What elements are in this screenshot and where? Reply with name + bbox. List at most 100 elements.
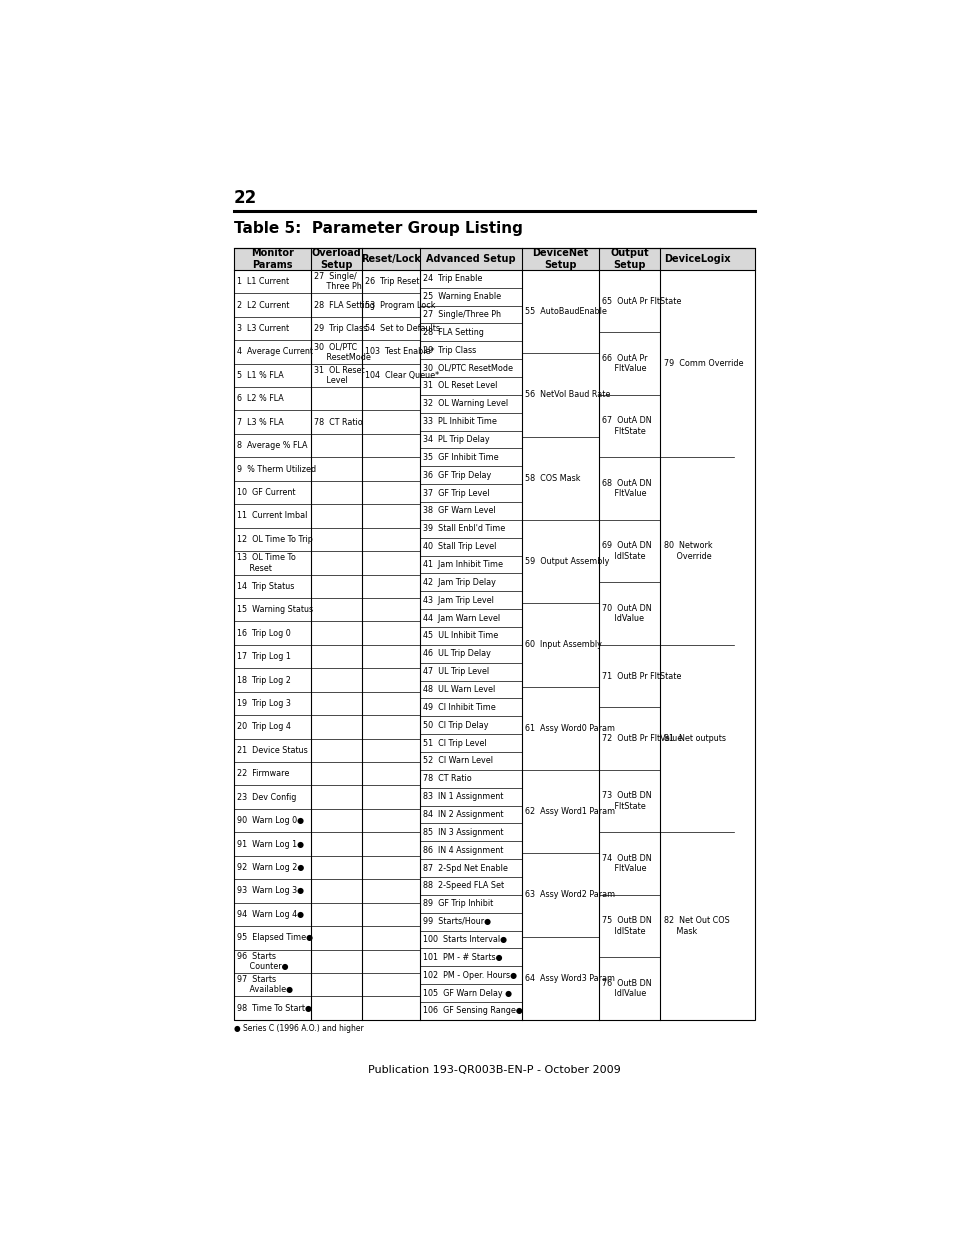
Text: 83  IN 1 Assignment: 83 IN 1 Assignment (423, 792, 503, 802)
Text: 85  IN 3 Assignment: 85 IN 3 Assignment (423, 827, 503, 837)
Text: 79  Comm Override: 79 Comm Override (663, 359, 742, 368)
Text: 45  UL Inhibit Time: 45 UL Inhibit Time (423, 631, 498, 641)
Text: 63  Assy Word2 Param: 63 Assy Word2 Param (524, 890, 615, 899)
Text: 41  Jam Inhibit Time: 41 Jam Inhibit Time (423, 559, 503, 569)
Bar (233, 248, 754, 1020)
Text: 27  Single/Three Ph: 27 Single/Three Ph (423, 310, 501, 319)
Text: 3  L3 Current: 3 L3 Current (236, 324, 289, 333)
Text: Overload
Setup: Overload Setup (312, 248, 361, 270)
Text: 86  IN 4 Assignment: 86 IN 4 Assignment (423, 846, 503, 855)
Text: 93  Warn Log 3●: 93 Warn Log 3● (236, 887, 304, 895)
Text: 22: 22 (233, 189, 257, 207)
Text: 48  UL Warn Level: 48 UL Warn Level (423, 685, 496, 694)
Text: 99  Starts/Hour●: 99 Starts/Hour● (423, 918, 491, 926)
Text: Monitor
Params: Monitor Params (251, 248, 294, 270)
Text: 67  OutA DN
     FltState: 67 OutA DN FltState (601, 416, 651, 436)
Text: 80  Network
     Override: 80 Network Override (663, 541, 712, 561)
Text: 76  OutB DN
     IdlValue: 76 OutB DN IdlValue (601, 979, 651, 998)
Text: 88  2-Speed FLA Set: 88 2-Speed FLA Set (423, 882, 504, 890)
Text: 75  OutB DN
     IdlState: 75 OutB DN IdlState (601, 916, 651, 936)
Text: 104  Clear Queue*: 104 Clear Queue* (365, 370, 438, 380)
Text: 95  Elapsed Time●: 95 Elapsed Time● (236, 934, 313, 942)
Text: 35  GF Inhibit Time: 35 GF Inhibit Time (423, 453, 498, 462)
Text: 52  CI Warn Level: 52 CI Warn Level (423, 756, 493, 766)
Text: 2  L2 Current: 2 L2 Current (236, 300, 289, 310)
Text: 91  Warn Log 1●: 91 Warn Log 1● (236, 840, 304, 848)
Text: 81  Net outputs: 81 Net outputs (663, 734, 725, 743)
Text: 96  Starts
     Counter●: 96 Starts Counter● (236, 951, 289, 971)
Text: 31  OL Reset
     Level: 31 OL Reset Level (314, 366, 364, 385)
Bar (233, 248, 754, 270)
Text: 74  OutB DN
     FltValue: 74 OutB DN FltValue (601, 853, 651, 873)
Text: Advanced Setup: Advanced Setup (426, 254, 516, 264)
Text: 44  Jam Warn Level: 44 Jam Warn Level (423, 614, 500, 622)
Text: 6  L2 % FLA: 6 L2 % FLA (236, 394, 283, 404)
Text: 56  NetVol Baud Rate: 56 NetVol Baud Rate (524, 390, 610, 399)
Text: 66  OutA Pr
     FltValue: 66 OutA Pr FltValue (601, 354, 647, 373)
Text: Publication 193-QR003B-EN-P - October 2009: Publication 193-QR003B-EN-P - October 20… (368, 1065, 620, 1074)
Text: 17  Trip Log 1: 17 Trip Log 1 (236, 652, 291, 661)
Text: 24  Trip Enable: 24 Trip Enable (423, 274, 482, 283)
Text: 29  Trip Class: 29 Trip Class (314, 324, 367, 333)
Text: 7  L3 % FLA: 7 L3 % FLA (236, 417, 283, 427)
Text: DeviceLogix: DeviceLogix (663, 254, 730, 264)
Text: 54  Set to Defaults: 54 Set to Defaults (365, 324, 439, 333)
Text: 30  OL/PTC
     ResetMode: 30 OL/PTC ResetMode (314, 342, 371, 362)
Text: 11  Current Imbal: 11 Current Imbal (236, 511, 307, 520)
Text: 22  Firmware: 22 Firmware (236, 769, 289, 778)
Text: 9  % Therm Utilized: 9 % Therm Utilized (236, 464, 315, 473)
Text: 20  Trip Log 4: 20 Trip Log 4 (236, 722, 291, 731)
Text: 94  Warn Log 4●: 94 Warn Log 4● (236, 910, 304, 919)
Text: 23  Dev Config: 23 Dev Config (236, 793, 296, 802)
Text: 97  Starts
     Available●: 97 Starts Available● (236, 974, 293, 994)
Text: 15  Warning Status: 15 Warning Status (236, 605, 313, 614)
Text: 39  Stall Enbl'd Time: 39 Stall Enbl'd Time (423, 525, 505, 534)
Text: Reset/Lock: Reset/Lock (361, 254, 420, 264)
Text: 72  OutB Pr FltValue: 72 OutB Pr FltValue (601, 734, 681, 743)
Text: 16  Trip Log 0: 16 Trip Log 0 (236, 629, 291, 637)
Text: 101  PM - # Starts●: 101 PM - # Starts● (423, 953, 502, 962)
Text: Output
Setup: Output Setup (610, 248, 648, 270)
Text: 33  PL Inhibit Time: 33 PL Inhibit Time (423, 417, 497, 426)
Text: 30  OL/PTC ResetMode: 30 OL/PTC ResetMode (423, 363, 513, 373)
Text: 36  GF Trip Delay: 36 GF Trip Delay (423, 471, 491, 479)
Text: 4  Average Current: 4 Average Current (236, 347, 313, 357)
Text: 58  COS Mask: 58 COS Mask (524, 474, 580, 483)
Text: 59  Output Assembly: 59 Output Assembly (524, 557, 609, 566)
Text: 47  UL Trip Level: 47 UL Trip Level (423, 667, 489, 676)
Text: 43  Jam Trip Level: 43 Jam Trip Level (423, 595, 494, 605)
Text: Table 5:  Parameter Group Listing: Table 5: Parameter Group Listing (233, 221, 522, 236)
Text: 32  OL Warning Level: 32 OL Warning Level (423, 399, 508, 409)
Text: 10  GF Current: 10 GF Current (236, 488, 295, 496)
Text: 70  OutA DN
     IdValue: 70 OutA DN IdValue (601, 604, 651, 624)
Text: 12  OL Time To Trip: 12 OL Time To Trip (236, 535, 313, 543)
Text: 42  Jam Trip Delay: 42 Jam Trip Delay (423, 578, 496, 587)
Text: 26  Trip Reset: 26 Trip Reset (365, 277, 419, 287)
Text: 13  OL Time To
     Reset: 13 OL Time To Reset (236, 553, 295, 573)
Text: DeviceNet
Setup: DeviceNet Setup (532, 248, 588, 270)
Text: 1  L1 Current: 1 L1 Current (236, 277, 289, 287)
Text: 65  OutA Pr FltState: 65 OutA Pr FltState (601, 296, 680, 305)
Text: 27  Single/
     Three Ph: 27 Single/ Three Ph (314, 272, 361, 291)
Text: 73  OutB DN
     FltState: 73 OutB DN FltState (601, 792, 651, 811)
Text: 51  CI Trip Level: 51 CI Trip Level (423, 739, 487, 747)
Text: 8  Average % FLA: 8 Average % FLA (236, 441, 307, 450)
Text: 87  2-Spd Net Enable: 87 2-Spd Net Enable (423, 863, 508, 873)
Text: 78  CT Ratio: 78 CT Ratio (423, 774, 472, 783)
Text: 55  AutoBaudEnable: 55 AutoBaudEnable (524, 308, 606, 316)
Text: 100  Starts Interval●: 100 Starts Interval● (423, 935, 507, 944)
Text: 69  OutA DN
     IdlState: 69 OutA DN IdlState (601, 541, 651, 561)
Text: 92  Warn Log 2●: 92 Warn Log 2● (236, 863, 304, 872)
Text: 89  GF Trip Inhibit: 89 GF Trip Inhibit (423, 899, 494, 908)
Text: 90  Warn Log 0●: 90 Warn Log 0● (236, 816, 304, 825)
Text: 103  Test Enable*: 103 Test Enable* (365, 347, 435, 357)
Text: 34  PL Trip Delay: 34 PL Trip Delay (423, 435, 490, 445)
Text: 68  OutA DN
     FltValue: 68 OutA DN FltValue (601, 479, 651, 498)
Text: 21  Device Status: 21 Device Status (236, 746, 308, 755)
Text: 82  Net Out COS
     Mask: 82 Net Out COS Mask (663, 916, 729, 936)
Text: 46  UL Trip Delay: 46 UL Trip Delay (423, 650, 491, 658)
Text: 50  CI Trip Delay: 50 CI Trip Delay (423, 721, 489, 730)
Text: 64  Assy Word3 Param: 64 Assy Word3 Param (524, 973, 615, 983)
Text: ● Series C (1996 A.O.) and higher: ● Series C (1996 A.O.) and higher (233, 1024, 363, 1032)
Text: 106  GF Sensing Range●: 106 GF Sensing Range● (423, 1007, 523, 1015)
